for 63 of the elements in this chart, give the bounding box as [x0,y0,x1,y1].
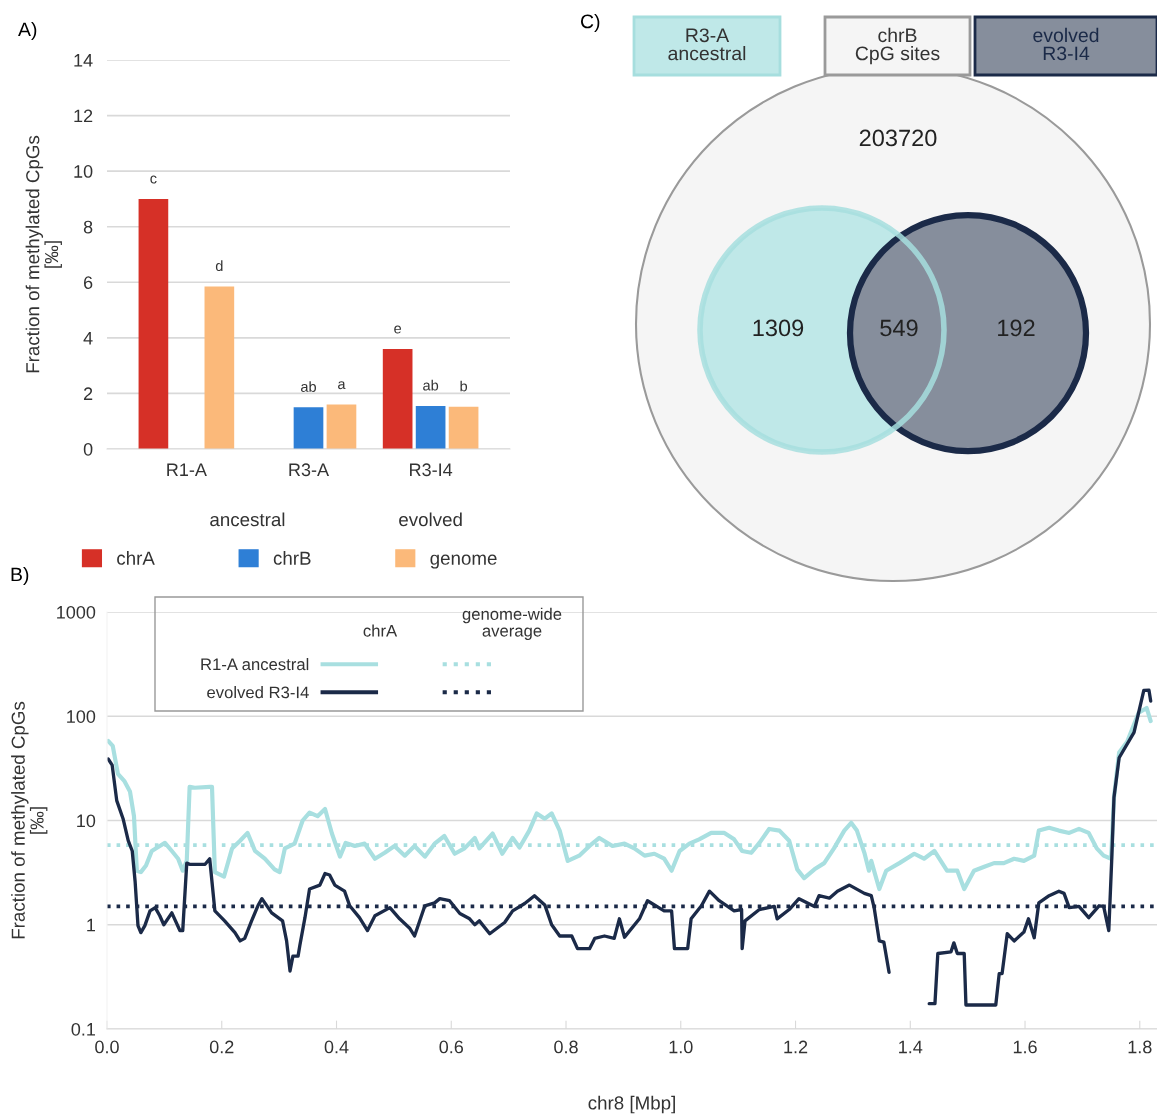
y-tick-label: 12 [74,109,93,123]
bar [293,407,324,449]
legend-label: evolved R3-I4 [207,686,309,699]
y-tick-label: 0 [83,442,93,456]
data-label: 192 [998,319,1035,337]
x-tick-label: 1.2 [784,1040,808,1054]
y-tick-label: 10 [74,165,93,178]
data-label: a [338,381,346,390]
data-label: ab [301,381,316,392]
bar [448,406,479,449]
category-label: R3-A ancestral [668,28,746,61]
legend-label: chrA [117,551,155,565]
chart-title: A) [18,22,37,41]
data-label: b [460,380,468,392]
annotation: chrA [363,624,398,637]
text: 549 [880,319,918,337]
y-tick-label: 100 [67,710,96,723]
y-tick-label: 14 [74,54,93,67]
x-tick-label: 0.0 [95,1040,119,1054]
data-label: c [150,175,157,184]
bar [138,198,169,449]
y-tick-label: 1 [87,918,96,932]
y-axis-title: Fraction of methylated CpGs [‰] [11,701,48,939]
x-tick-label: 1.4 [899,1040,923,1054]
x-tick-label: R3-I4 [410,463,453,477]
line-series [107,705,1153,892]
annotation: genome-wide average [462,607,562,640]
legend-label: genome [430,554,497,569]
y-axis-title: Fraction of methylated CpGs [‰] [25,135,62,373]
y-tick-label: 0.1 [71,1022,96,1036]
data-label: d [215,260,223,272]
bar [382,348,413,449]
text: evolved [399,512,462,527]
text: C) [580,14,600,33]
x-tick-label: R1-A [167,463,207,476]
category-label: chrB CpG sites [855,27,940,65]
text: ancestral [210,512,285,527]
bar [204,286,235,449]
y-tick-label: 1000 [57,605,96,619]
bar [415,405,446,449]
x-tick-label: 1.6 [1013,1040,1037,1054]
x-tick-label: 1.0 [669,1040,693,1054]
y-tick-label: 4 [83,331,93,345]
data-label: 1309 [753,319,804,337]
x-tick-label: 0.2 [209,1040,234,1054]
bar [326,404,357,449]
x-tick-label: 0.8 [554,1040,578,1054]
x-axis-title: chr8 [Mbp] [588,1095,675,1114]
data-label: 203720 [859,129,937,147]
x-tick-label: 0.6 [439,1040,464,1054]
legend-label: chrB [273,551,311,565]
x-tick-label: 0.4 [324,1040,349,1054]
y-tick-label: 10 [77,814,96,828]
x-tick-label: R3-A [289,463,330,477]
x-tick-label: 1.8 [1128,1040,1152,1054]
data-label: e [394,325,402,334]
y-tick-label: 6 [83,276,93,290]
chart-title: B) [11,567,29,586]
y-tick-label: 2 [83,387,93,400]
y-tick-label: 8 [83,220,93,234]
data-label: ab [423,379,439,391]
category-label: evolved R3-I4 [1033,27,1099,61]
legend-label: R1-A ancestral [201,658,309,671]
